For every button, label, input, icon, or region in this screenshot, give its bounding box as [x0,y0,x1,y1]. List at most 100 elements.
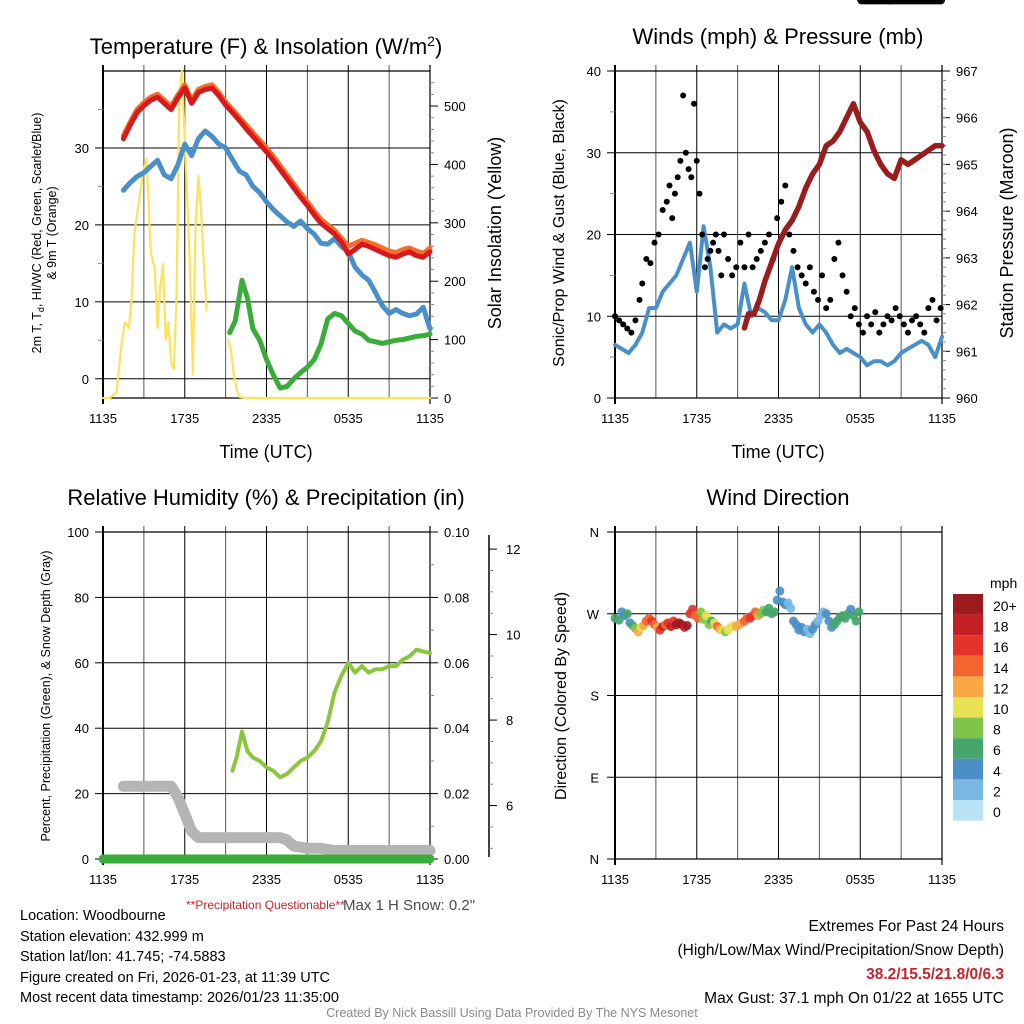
wind-direction-point [701,611,711,621]
colorbar-swatch [953,697,983,718]
colorbar-title: mph [990,575,1017,591]
gust-point [876,329,883,336]
gust-point [921,329,928,336]
pressure-ytick-label: 964 [956,204,978,219]
winds-ytick-label: 40 [587,64,601,79]
sonic-wind-line [613,224,944,368]
latlon-text: Station lat/lon: 41.745; -74.5883 [20,949,226,965]
gust-point [843,288,850,295]
insolation-ytick-label: 300 [444,216,466,231]
wind-direction-point [786,603,796,613]
snow-depth-line [117,780,436,856]
gust-point [827,296,834,303]
gust-point [904,329,911,336]
insolation-ytick-label: 0 [444,391,451,406]
gust-point [636,296,643,303]
precip-questionable-note: **Precipitation Questionable** [186,898,345,912]
wind-direction-point [821,609,831,619]
temperature-xtick-label: 2335 [252,411,281,426]
insolation-ytick-label: 100 [444,333,466,348]
wind-direction-point [682,621,692,631]
solar-insolation-line [101,69,432,400]
gust-point [774,215,781,222]
wind-direction-ytick-label: S [590,689,599,704]
colorbar-label: 6 [993,742,1001,758]
humidity-xtick-label: 1735 [170,872,199,887]
humidity-xtick-label: 1135 [89,872,117,887]
pressure-ytick-label: 965 [956,157,978,172]
gust-point [815,296,822,303]
insolation-ytick-label: 500 [444,99,466,114]
humidity-ytick-label: 80 [75,590,89,605]
extremes-info: Extremes For Past 24 Hours (High/Low/Max… [678,915,1005,1011]
winds-ytick-label: 30 [587,146,601,161]
heat-index-wind-chill-line [120,128,433,332]
colorbar-swatch [953,738,983,759]
wind-direction-xtick-label: 2335 [764,872,793,887]
gust-point [612,313,618,320]
gust-point [917,321,924,328]
gust-point [798,272,805,279]
colorbar-label: 20+ [993,598,1017,614]
gust-point [643,256,650,263]
gust-point [624,325,631,332]
temperature-ylabel-line2: & 9m T (Orange) [45,186,59,279]
colorbar-swatch [953,779,983,800]
gust-point [761,239,768,246]
humidity-ytick-label: 20 [75,787,89,802]
location-text: Location: Woodbourne [20,908,166,924]
humidity-ytick-label: 40 [75,721,89,736]
winds-panel: Winds (mph) & Pressure (mb) Time (UTC) S… [551,24,1017,462]
precip-ytick-label: 0.00 [444,852,469,867]
temperature-xtick-label: 1135 [89,411,117,426]
gust-point [712,231,719,238]
gust-point [757,247,764,254]
colorbar-swatch [953,635,983,656]
gust-point [851,305,858,312]
precip-ytick-label: 0.08 [444,590,469,605]
gust-point [745,231,752,238]
winds-y2label: Station Pressure (Maroon) [997,127,1017,338]
colorbar-label: 0 [993,804,1001,820]
snow-depth-ytick-label: 6 [506,799,513,814]
gust-point [659,206,666,213]
wind-direction-ytick-label: N [590,852,599,867]
gust-point [737,239,744,246]
station-pressure-line [741,100,945,331]
wind-direction-ytick-label: N [590,525,599,540]
colorbar-label: 10 [993,701,1009,717]
gust-point [778,198,785,205]
temperature-ytick-label: 20 [75,218,89,233]
pressure-ytick-label: 962 [956,298,978,313]
gust-point [704,256,711,263]
pressure-ytick-label: 960 [956,391,978,406]
colorbar-swatch [953,717,983,739]
pressure-ytick-label: 963 [956,251,978,266]
gust-point [864,313,871,320]
gust-point [802,280,809,287]
wind-direction-xtick-label: 1735 [682,872,711,887]
gust-point [663,198,670,205]
snow-depth-ytick-label: 12 [506,542,520,557]
gust-point [872,309,879,316]
winds-xtick-label: 1135 [928,411,956,426]
gust-point [831,256,838,263]
colorbar-label: 18 [993,619,1009,635]
gust-point [647,260,654,267]
wind-direction-xtick-label: 1135 [928,872,956,887]
insolation-ytick-label: 200 [444,274,466,289]
wind-direction-ylabel: Direction (Colored By Speed) [553,592,570,800]
gust-point [896,313,903,320]
humidity-ytick-label: 100 [67,525,89,540]
wind-direction-xtick-label: 1135 [601,872,629,887]
gust-point [685,166,692,173]
humidity-ylabel: Percent, Precipitation (Green), & Snow D… [39,550,53,841]
colorbar-swatch [953,800,983,821]
wind-direction-point [854,607,864,617]
colorbar-swatch [953,758,983,780]
gust-point [749,264,756,271]
gust-point [786,231,793,238]
precip-ytick-label: 0.10 [444,525,469,540]
wind-direction-point [936,0,946,5]
